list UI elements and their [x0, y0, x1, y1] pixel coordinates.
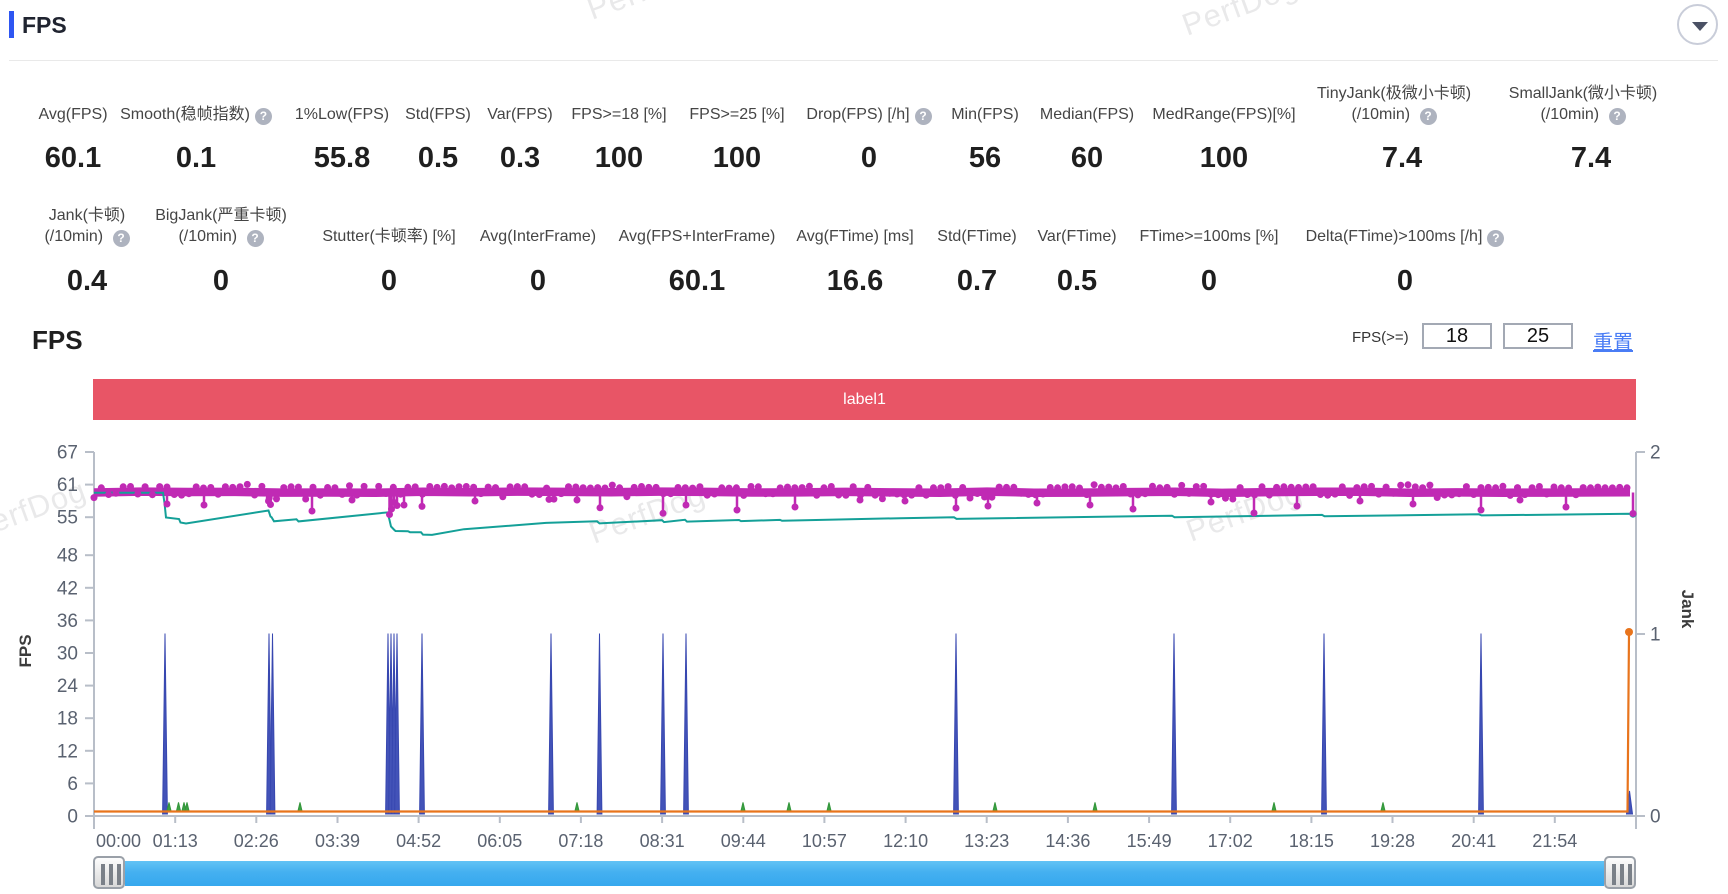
svg-text:18:15: 18:15: [1289, 831, 1334, 851]
svg-text:17:02: 17:02: [1208, 831, 1253, 851]
svg-text:36: 36: [57, 611, 78, 632]
svg-text:01:13: 01:13: [153, 831, 198, 851]
svg-text:24: 24: [57, 676, 79, 697]
svg-text:55: 55: [57, 508, 78, 529]
svg-text:Jank: Jank: [1678, 590, 1697, 629]
svg-text:42: 42: [57, 578, 78, 599]
svg-text:08:31: 08:31: [640, 831, 685, 851]
svg-text:09:44: 09:44: [721, 831, 766, 851]
svg-text:19:28: 19:28: [1370, 831, 1415, 851]
svg-text:2: 2: [1650, 443, 1661, 464]
svg-text:02:26: 02:26: [234, 831, 279, 851]
svg-text:15:49: 15:49: [1127, 831, 1172, 851]
svg-text:13:23: 13:23: [964, 831, 1009, 851]
svg-text:67: 67: [57, 443, 78, 464]
svg-text:00:00: 00:00: [96, 831, 141, 851]
svg-text:61: 61: [57, 475, 78, 496]
svg-text:03:39: 03:39: [315, 831, 360, 851]
svg-text:06:05: 06:05: [477, 831, 522, 851]
svg-text:12:10: 12:10: [883, 831, 928, 851]
svg-text:20:41: 20:41: [1451, 831, 1496, 851]
svg-text:0: 0: [67, 807, 78, 828]
svg-text:1: 1: [1650, 625, 1661, 646]
svg-text:0: 0: [1650, 807, 1661, 828]
svg-text:21:54: 21:54: [1532, 831, 1577, 851]
svg-text:07:18: 07:18: [558, 831, 603, 851]
svg-text:48: 48: [57, 546, 78, 567]
svg-text:FPS: FPS: [16, 634, 35, 667]
svg-text:12: 12: [57, 741, 78, 762]
svg-text:6: 6: [67, 774, 78, 795]
svg-text:04:52: 04:52: [396, 831, 441, 851]
svg-text:30: 30: [57, 644, 78, 665]
svg-text:18: 18: [57, 709, 78, 730]
svg-text:14:36: 14:36: [1045, 831, 1090, 851]
svg-text:10:57: 10:57: [802, 831, 847, 851]
